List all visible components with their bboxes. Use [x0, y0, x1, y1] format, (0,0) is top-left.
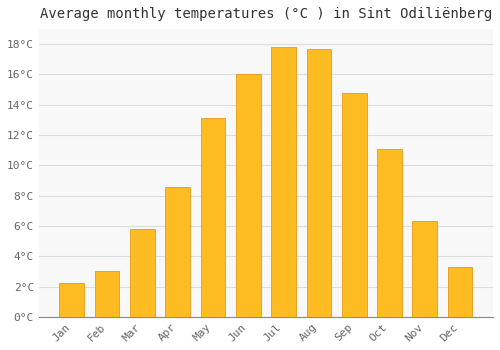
Bar — [166, 187, 190, 317]
Bar — [448, 267, 472, 317]
Bar — [236, 75, 260, 317]
Bar — [60, 284, 84, 317]
Bar — [94, 271, 120, 317]
Bar — [130, 229, 155, 317]
Bar — [306, 49, 331, 317]
Bar — [200, 118, 226, 317]
Title: Average monthly temperatures (°C ) in Sint Odiliënberg: Average monthly temperatures (°C ) in Si… — [40, 7, 492, 21]
Bar — [412, 222, 437, 317]
Bar — [377, 149, 402, 317]
Bar — [271, 47, 296, 317]
Bar — [342, 93, 366, 317]
